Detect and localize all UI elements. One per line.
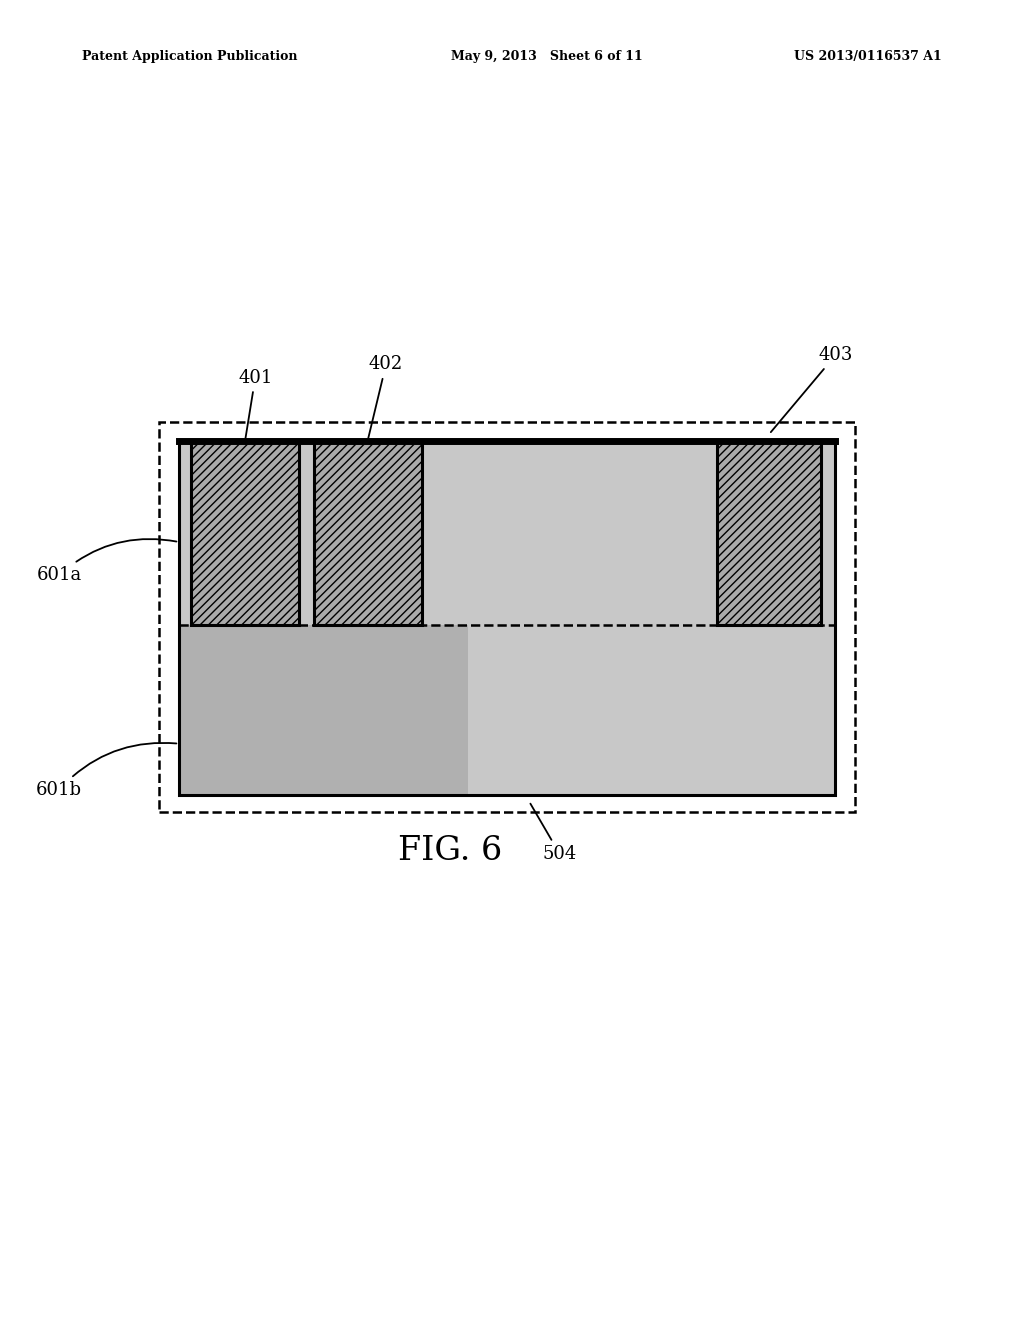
Bar: [179, 441, 835, 795]
Text: 504: 504: [530, 804, 577, 863]
Bar: [159, 422, 855, 812]
Text: 601b: 601b: [36, 743, 176, 799]
Bar: [179, 441, 835, 624]
Text: FIG. 6: FIG. 6: [398, 836, 503, 867]
Text: May 9, 2013   Sheet 6 of 11: May 9, 2013 Sheet 6 of 11: [451, 50, 642, 63]
Bar: [191, 441, 299, 624]
Text: 401: 401: [239, 368, 272, 438]
Bar: [468, 624, 835, 795]
Text: 402: 402: [369, 355, 403, 438]
Text: US 2013/0116537 A1: US 2013/0116537 A1: [795, 50, 942, 63]
Bar: [179, 624, 468, 795]
Bar: [313, 441, 422, 624]
Bar: [717, 441, 821, 624]
Text: Patent Application Publication: Patent Application Publication: [82, 50, 297, 63]
Text: 403: 403: [771, 346, 853, 432]
Text: 601a: 601a: [37, 539, 176, 583]
